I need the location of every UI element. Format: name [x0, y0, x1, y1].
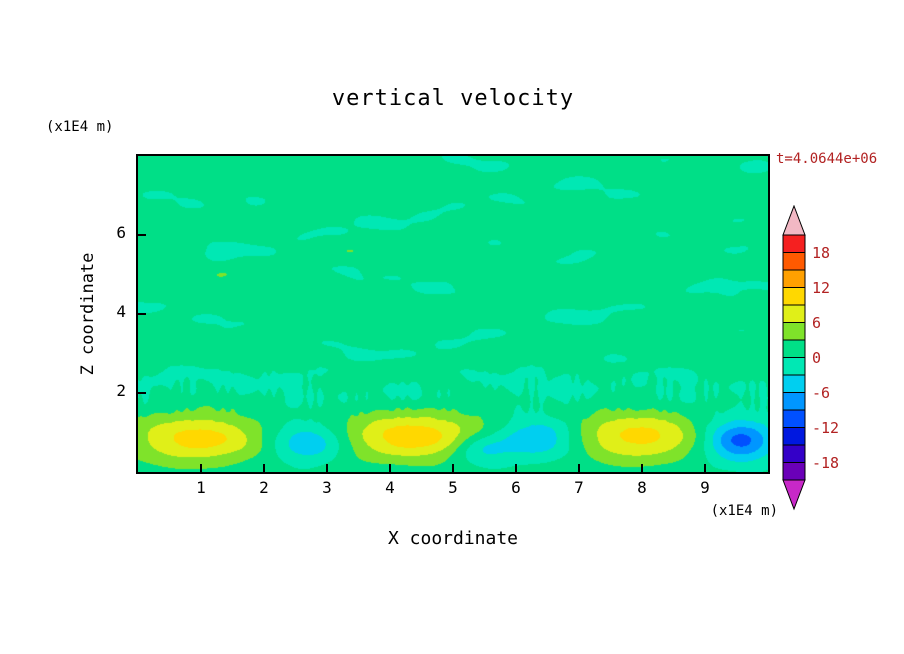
x-tick-label: 2: [259, 478, 269, 497]
x-tick-label: 4: [385, 478, 395, 497]
z-axis-unit: (x1E4 m): [46, 119, 114, 135]
z-tick-label: 4: [116, 302, 126, 321]
x-tick: [200, 464, 202, 472]
x-tick: [389, 464, 391, 472]
z-tick: [138, 392, 146, 394]
x-tick-label: 7: [574, 478, 584, 497]
time-annotation: t=4.0644e+06: [776, 151, 878, 167]
colorbar-label: -6: [812, 383, 831, 402]
x-tick-label: 6: [511, 478, 521, 497]
z-axis-label: Z coordinate: [78, 252, 98, 376]
z-tick-label: 6: [116, 223, 126, 242]
colorbar-label: 18: [812, 243, 831, 262]
colorbar-label: -12: [812, 418, 840, 437]
x-tick-label: 9: [700, 478, 710, 497]
x-tick-label: 3: [322, 478, 332, 497]
chart-title: vertical velocity: [331, 86, 575, 111]
z-tick: [138, 313, 146, 315]
x-tick: [641, 464, 643, 472]
x-axis-unit: (x1E4 m): [710, 503, 778, 519]
z-tick: [138, 234, 146, 236]
colorbar-label: -18: [812, 453, 840, 472]
x-tick-label: 5: [448, 478, 458, 497]
x-tick: [452, 464, 454, 472]
x-tick: [326, 464, 328, 472]
z-tick-label: 2: [116, 381, 126, 400]
colorbar-label: 12: [812, 278, 831, 297]
x-axis-label: X coordinate: [387, 528, 519, 549]
colorbar-label: 6: [812, 313, 822, 332]
x-tick: [263, 464, 265, 472]
colorbar: [782, 204, 808, 515]
x-tick-label: 1: [196, 478, 206, 497]
x-tick: [704, 464, 706, 472]
contour-canvas: [138, 156, 768, 472]
colorbar-label: 0: [812, 348, 822, 367]
x-tick-label: 8: [637, 478, 647, 497]
x-tick: [515, 464, 517, 472]
plot-frame: [136, 154, 770, 474]
x-tick: [578, 464, 580, 472]
